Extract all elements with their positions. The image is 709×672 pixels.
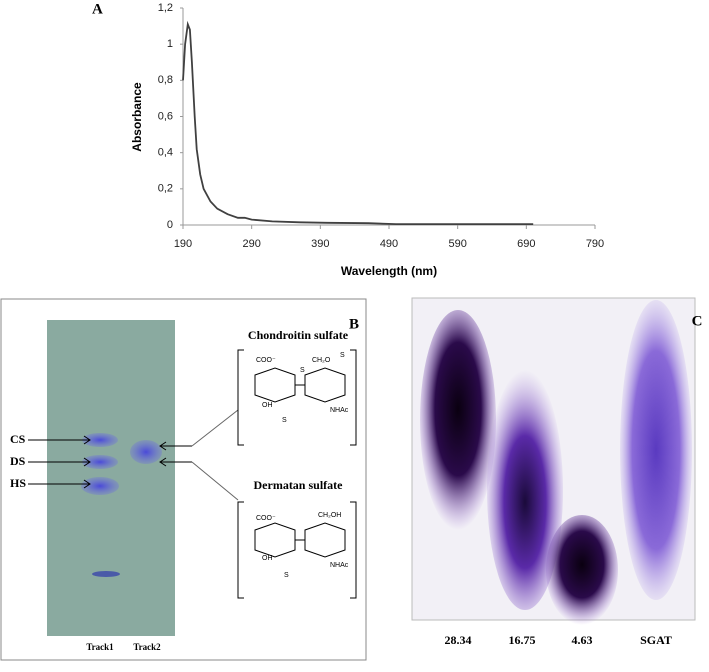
lane-label: 4.63 — [572, 633, 593, 647]
band-label: CS — [10, 432, 26, 446]
x-tick-label: 190 — [174, 238, 192, 250]
chem-group: CH₂O — [312, 357, 331, 364]
band — [82, 455, 118, 469]
y-tick-label: 0,8 — [158, 74, 173, 86]
band — [546, 515, 618, 625]
chem-group: S — [284, 572, 289, 579]
y-tick-label: 1 — [167, 38, 173, 50]
band — [620, 300, 692, 600]
chem-group: COO⁻ — [256, 515, 276, 522]
x-tick-label: 590 — [448, 238, 466, 250]
y-tick-label: 0 — [167, 219, 173, 231]
band — [420, 310, 496, 530]
chem-group: S — [282, 417, 287, 424]
panel-a: A Absorbance Wavelength (nm) 0 0,2 0,4 0,6 0… — [92, 1, 604, 278]
x-tick-label: 290 — [242, 238, 260, 250]
panel-label: C — [692, 313, 703, 329]
y-tick-label: 0,6 — [158, 110, 173, 122]
band — [92, 571, 120, 577]
y-tick-label: 0,2 — [158, 183, 173, 195]
chem-group: OH — [262, 555, 273, 562]
chem-group: CH₂OH — [318, 512, 341, 519]
panel-label: A — [92, 1, 103, 17]
y-tick-label: 1,2 — [158, 2, 173, 14]
gel — [47, 320, 175, 636]
arrows — [28, 349, 357, 599]
lane-label: 28.34 — [445, 633, 472, 647]
x-tick-label: 490 — [380, 238, 398, 250]
chem-group: NHAc — [330, 407, 349, 414]
band — [81, 477, 119, 495]
panel-c: C 28.34 16.75 4.63 SGAT — [411, 297, 703, 647]
x-tick-label: 790 — [586, 238, 604, 250]
y-axis-title: Absorbance — [130, 82, 144, 152]
band-label: HS — [10, 476, 26, 490]
data-line — [182, 20, 534, 225]
band-label: DS — [10, 454, 26, 468]
track-label: Track2 — [133, 642, 161, 652]
y-tick-label: 0,4 — [158, 147, 173, 159]
x-tick-label: 690 — [517, 238, 535, 250]
structure-name: Chondroitin sulfate — [248, 328, 349, 342]
panel-b: B CS DS HS Track1 Track2 Chondroitin sulfate De… — [0, 298, 367, 661]
chem-group: NHAc — [330, 562, 349, 569]
track-label: Track1 — [86, 642, 114, 652]
x-tick-label: 390 — [311, 238, 329, 250]
panel-label: B — [349, 316, 359, 332]
band — [82, 433, 118, 447]
lane-label: SGAT — [640, 633, 672, 647]
chem-group: S — [340, 352, 345, 359]
band — [487, 370, 563, 610]
chem-group: COO⁻ — [256, 357, 276, 364]
x-axis-title: Wavelength (nm) — [341, 264, 437, 278]
chem-group: OH — [262, 402, 273, 409]
band — [130, 440, 162, 464]
chem-group: S — [300, 367, 305, 374]
lane-label: 16.75 — [509, 633, 536, 647]
structure-name: Dermatan sulfate — [254, 478, 344, 492]
